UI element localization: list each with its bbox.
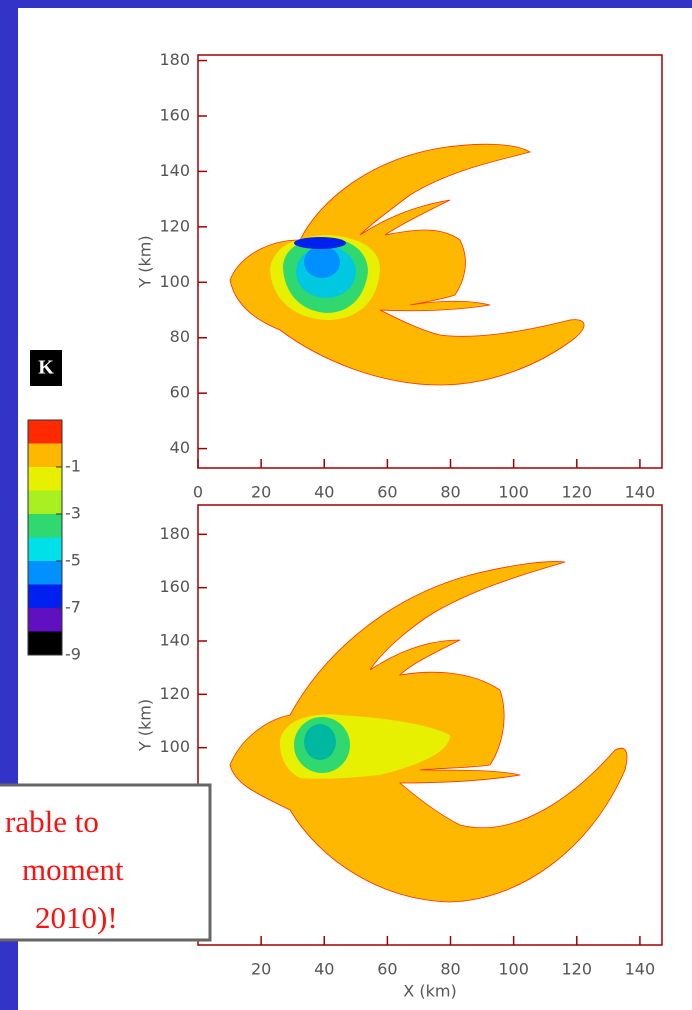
- plot-frame: [197, 54, 663, 469]
- colorbar-title: K: [38, 357, 54, 379]
- y-tick-label: 100: [159, 737, 190, 756]
- colorbar: K -1 -3 -5 -7 -9: [27, 350, 81, 664]
- y-tick-label: 100: [159, 272, 190, 291]
- colorbar-level: [28, 490, 62, 515]
- callout-line: moment: [22, 852, 124, 887]
- x-tick-label: 100: [498, 483, 529, 502]
- y-tick-label: 40: [170, 438, 190, 457]
- colorbar-level: [28, 420, 62, 444]
- plot-frame: [197, 504, 663, 946]
- axes: 40 60 80 100 120 140 160 180 0 20 40 60 80 100 120 140 Y…: [136, 50, 663, 1001]
- colorbar-frame: [27, 419, 63, 656]
- colorbar-level: [28, 584, 62, 609]
- y-tick-label: 180: [159, 524, 190, 543]
- x-tick-label: 120: [562, 483, 593, 502]
- x-tick-label: 60: [377, 960, 397, 979]
- x-tick-label: 40: [314, 960, 334, 979]
- colorbar-level: [28, 537, 62, 562]
- colorbar-level: [28, 631, 62, 656]
- contour: [294, 237, 346, 249]
- colorbar-tick-label: -3: [65, 504, 81, 523]
- callout-line: rable to: [5, 804, 99, 839]
- colorbar-title-box: [30, 350, 62, 386]
- colorbar-tick-label: -7: [65, 598, 81, 617]
- x-tick-label: 0: [193, 483, 203, 502]
- callout-line: 2010)!: [35, 900, 118, 935]
- x-tick-label: 20: [251, 960, 271, 979]
- y-tick-label: 120: [159, 216, 190, 235]
- y-axis-label: Y (km): [136, 235, 155, 288]
- callout: rable to moment 2010)!: [0, 783, 212, 942]
- colorbar-level: [28, 608, 62, 632]
- contour: [304, 724, 336, 760]
- y-tick-label: 80: [170, 327, 190, 346]
- callout-box: [0, 783, 212, 942]
- contour: [229, 143, 585, 386]
- x-tick-label: 80: [440, 960, 460, 979]
- y-tick-label: 160: [159, 105, 190, 124]
- colorbar-tick-label: -1: [65, 457, 81, 476]
- x-tick-label: 60: [377, 483, 397, 502]
- x-tick-label: 20: [251, 483, 271, 502]
- y-tick-label: 120: [159, 684, 190, 703]
- colorbar-level: [28, 467, 62, 491]
- y-tick-label: 140: [159, 631, 190, 650]
- colorbar-level: [28, 514, 62, 538]
- y-tick-label: 160: [159, 577, 190, 596]
- y-tick-label: 180: [159, 50, 190, 69]
- x-axis-label: X (km): [403, 982, 456, 1001]
- x-tick-label: 140: [625, 483, 656, 502]
- x-tick-label: 40: [314, 483, 334, 502]
- y-tick-label: 140: [159, 161, 190, 180]
- x-tick-label: 80: [440, 483, 460, 502]
- x-tick-label: 140: [625, 960, 656, 979]
- colorbar-tick-label: -5: [65, 551, 81, 570]
- x-tick-label: 120: [562, 960, 593, 979]
- colorbar-level: [28, 561, 62, 585]
- colorbar-tick-label: -9: [65, 645, 81, 664]
- top-contours: [229, 143, 585, 386]
- contour: [304, 246, 340, 278]
- x-tick-label: 100: [498, 960, 529, 979]
- y-axis-label: Y (km): [136, 699, 155, 752]
- bottom-contours: [229, 561, 628, 903]
- y-tick-label: 60: [170, 383, 190, 402]
- colorbar-level: [28, 443, 62, 468]
